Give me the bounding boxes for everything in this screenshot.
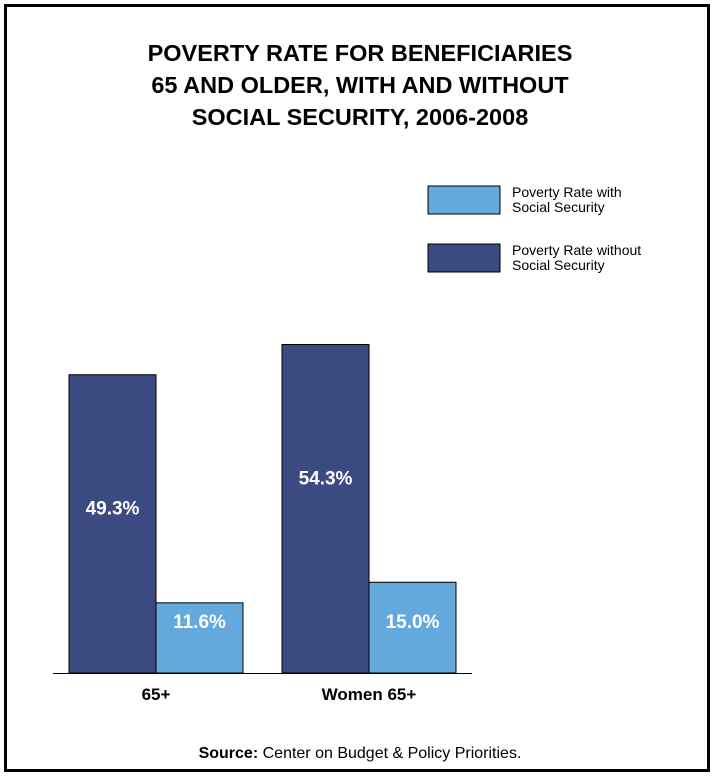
- legend-label-0-line-0: Poverty Rate with: [512, 184, 622, 200]
- bar-without-ss-0: [68, 374, 157, 674]
- x-tick-label-1: Women 65+: [322, 685, 417, 704]
- chart-title-line-2: 65 AND OLDER, WITH AND WITHOUT: [151, 72, 569, 98]
- legend-label-0-line-1: Social Security: [512, 199, 605, 215]
- source-label: Source:: [198, 745, 259, 762]
- source-text: Center on Budget & Policy Priorities.: [262, 745, 522, 762]
- legend-swatch-0: [427, 185, 501, 215]
- source-note: Source: Center on Budget & Policy Priori…: [0, 745, 720, 763]
- chart-title-line-3: SOCIAL SECURITY, 2006-2008: [191, 104, 529, 130]
- bar-without-ss-1: [281, 343, 370, 674]
- legend-label-1-line-1: Social Security: [512, 257, 605, 273]
- data-label-without-ss-0: 49.3%: [86, 499, 140, 520]
- data-label-without-ss-1: 54.3%: [299, 468, 353, 489]
- legend-swatch-1: [427, 243, 501, 273]
- chart-title-line-1: POVERTY RATE FOR BENEFICIARIES: [147, 40, 573, 66]
- data-label-with-ss-1: 15.0%: [386, 612, 440, 633]
- data-label-with-ss-0: 11.6%: [173, 612, 226, 633]
- x-tick-label-0: 65+: [142, 685, 171, 704]
- legend-label-1-line-0: Poverty Rate without: [512, 242, 641, 258]
